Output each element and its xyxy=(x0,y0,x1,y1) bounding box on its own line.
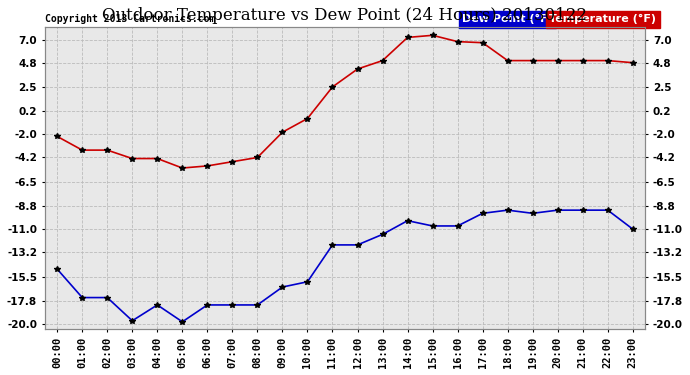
Title: Outdoor Temperature vs Dew Point (24 Hours) 20130122: Outdoor Temperature vs Dew Point (24 Hou… xyxy=(103,7,587,24)
Text: Copyright 2013 Cartronics.com: Copyright 2013 Cartronics.com xyxy=(45,14,215,24)
Text: Dew Point (°F): Dew Point (°F) xyxy=(462,14,553,24)
Text: Temperature (°F): Temperature (°F) xyxy=(549,14,656,24)
